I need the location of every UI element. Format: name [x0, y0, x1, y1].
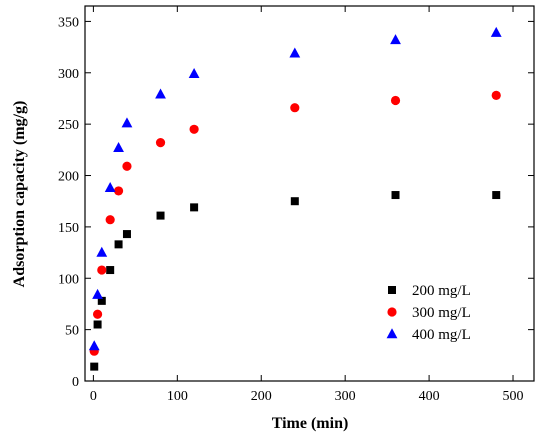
y-tick-label: 300 [58, 67, 79, 82]
legend-marker [388, 286, 396, 294]
legend: 200 mg/L 300 mg/L 400 mg/L [386, 283, 471, 343]
y-axis-title: Adsorption capacity (mg/g) [11, 101, 28, 288]
data-point [97, 265, 107, 275]
data-point [106, 266, 115, 275]
legend-marker [386, 328, 398, 339]
series-1 [90, 191, 501, 371]
data-point [290, 197, 299, 206]
plot-frame [84, 5, 535, 382]
data-point [121, 117, 133, 128]
legend-label: 300 mg/L [412, 305, 471, 321]
x-tick-label: 500 [503, 389, 524, 404]
y-tick-label: 50 [65, 324, 79, 339]
series-2 [89, 90, 501, 356]
data-series-layer [88, 26, 502, 371]
data-point [93, 320, 102, 329]
x-tick-label: 0 [90, 389, 97, 404]
data-point [491, 90, 501, 100]
data-point [390, 34, 401, 45]
data-point [113, 141, 124, 152]
data-point [188, 68, 200, 79]
x-tick-label: 400 [419, 389, 440, 404]
x-tick-label: 200 [251, 389, 272, 404]
x-axis: 0 100 200 300 400 500 [90, 6, 524, 404]
data-point [155, 88, 166, 99]
y-tick-label: 200 [58, 170, 79, 185]
data-point [190, 203, 199, 212]
data-point [105, 215, 115, 225]
data-point [114, 240, 123, 249]
data-point [92, 288, 103, 299]
data-point [155, 138, 166, 148]
data-point [92, 309, 103, 319]
y-tick-label: 350 [58, 15, 79, 30]
legend-marker [387, 307, 397, 317]
y-tick-label: 250 [58, 118, 79, 133]
data-point [97, 296, 106, 305]
y-tick-label: 100 [58, 272, 79, 287]
data-point [90, 362, 99, 371]
data-point [289, 47, 301, 58]
x-tick-label: 300 [335, 389, 356, 404]
data-point [391, 191, 400, 200]
legend-label: 200 mg/L [412, 283, 471, 299]
data-point [88, 340, 100, 351]
data-point [189, 124, 199, 134]
data-point [490, 26, 502, 37]
data-point [122, 161, 132, 171]
data-point [122, 230, 131, 239]
data-point [113, 186, 124, 196]
data-point [290, 103, 300, 113]
data-point [390, 95, 401, 106]
data-point [96, 246, 108, 257]
y-axis: 0 50 100 150 200 250 300 350 [58, 15, 534, 390]
legend-label: 400 mg/L [412, 327, 471, 343]
y-tick-label: 150 [58, 221, 79, 236]
data-point [104, 182, 116, 193]
data-point [156, 211, 165, 220]
series-3 [88, 26, 502, 351]
data-point [492, 191, 501, 200]
x-tick-label: 100 [167, 389, 188, 404]
x-axis-title: Time (min) [272, 415, 349, 432]
y-tick-label: 0 [72, 375, 79, 390]
